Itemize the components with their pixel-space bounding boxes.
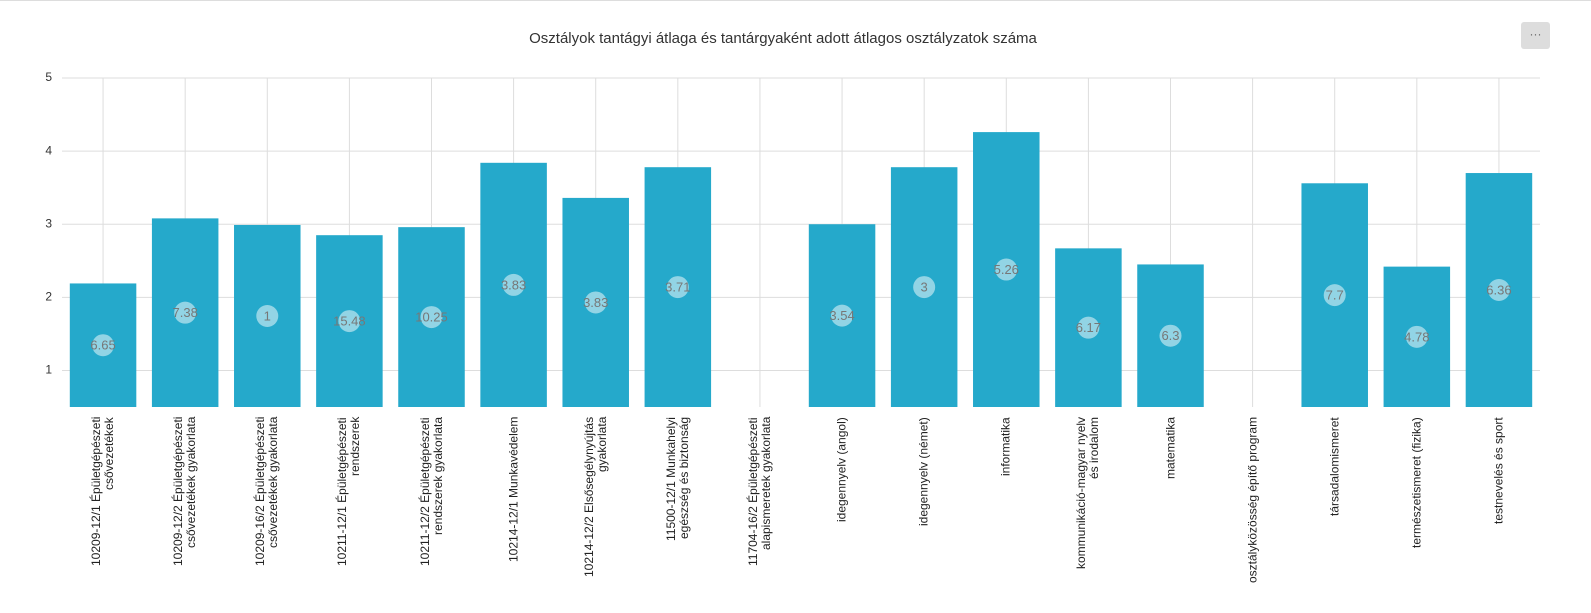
count-label: 7.38 xyxy=(173,305,198,320)
count-label: 10.25 xyxy=(415,310,448,325)
count-bubble xyxy=(1077,316,1100,339)
count-bubble xyxy=(1487,279,1510,302)
x-tick-label: társadalomismeret xyxy=(1327,417,1342,516)
x-tick-label: idegennyelv (angol) xyxy=(834,417,849,522)
x-tick-label: természetismeret (fizika) xyxy=(1409,417,1424,548)
count-label: 6.65 xyxy=(90,338,115,353)
count-bubble xyxy=(256,304,279,327)
count-bubble xyxy=(174,301,197,324)
chart-title: Osztályok tantágyi átlaga és tantárgyaké… xyxy=(529,30,1037,47)
y-tick-label: 5 xyxy=(45,70,52,84)
x-tick-label: idegennyelv (német) xyxy=(916,417,931,526)
count-label: 4.78 xyxy=(1404,329,1429,344)
count-label: 5.26 xyxy=(994,262,1019,277)
count-bubble xyxy=(502,273,525,296)
count-bubble xyxy=(92,334,115,357)
count-label: 15.48 xyxy=(333,314,366,329)
count-bubble xyxy=(995,258,1018,281)
x-tick-label: 10211-12/1 Épületgépészeti rendszerek xyxy=(335,417,363,566)
y-tick-label: 1 xyxy=(45,363,52,377)
x-tick-label: 10209-12/2 Épületgépészeti csővezetékek … xyxy=(171,417,199,567)
count-bubble xyxy=(913,276,936,299)
count-label: 7.7 xyxy=(1326,288,1344,303)
x-tick-label: 11704-16/2 Épületgépészeti alapismeretek… xyxy=(745,417,773,566)
count-label: 3.54 xyxy=(829,308,854,323)
y-tick-label: 2 xyxy=(45,290,52,304)
count-bubble xyxy=(420,306,443,329)
x-tick-label: 11500-12/1 Munkahelyi egészség és bizton… xyxy=(663,417,691,541)
y-tick-label: 3 xyxy=(45,216,52,230)
x-tick-label: osztályközösség építő program xyxy=(1245,417,1260,584)
count-label: 6.3 xyxy=(1161,328,1179,343)
count-label: 1 xyxy=(264,308,271,323)
count-bubble xyxy=(831,304,854,327)
x-tick-label: 10209-12/1 Épületgépészeti csővezetékek xyxy=(89,417,117,567)
count-bubble xyxy=(1323,284,1346,307)
count-label: 3.71 xyxy=(665,280,690,295)
count-bubble xyxy=(1405,325,1428,348)
count-bubble xyxy=(338,310,361,333)
count-label: 6.36 xyxy=(1486,282,1511,297)
count-bubble xyxy=(1159,324,1182,347)
x-tick-label: 10209-16/2 Épületgépészeti csővezetékek … xyxy=(253,417,281,567)
menu-button[interactable]: ··· xyxy=(1521,22,1550,49)
count-label: 3 xyxy=(921,280,928,295)
count-label: 3.83 xyxy=(583,295,608,310)
x-tick-label: testnevelés és sport xyxy=(1491,417,1506,524)
x-tick-label: 10214-12/2 Elsősegélynyújtás gyakorlata xyxy=(581,417,609,578)
count-bubble xyxy=(584,291,607,314)
count-label: 3.83 xyxy=(501,277,526,292)
x-tick-label: informatika xyxy=(998,417,1013,476)
y-tick-label: 4 xyxy=(45,143,52,157)
x-tick-label: kommunikáció-magyar nyelv és irodalom xyxy=(1074,417,1102,570)
count-label: 6.17 xyxy=(1076,320,1101,335)
x-tick-label: 10214-12/1 Munkavédelem xyxy=(506,417,521,563)
x-tick-label: matematika xyxy=(1163,417,1177,480)
x-tick-label: 10211-12/2 Épületgépészeti rendszerek gy… xyxy=(417,417,445,566)
count-bubble xyxy=(666,276,689,299)
